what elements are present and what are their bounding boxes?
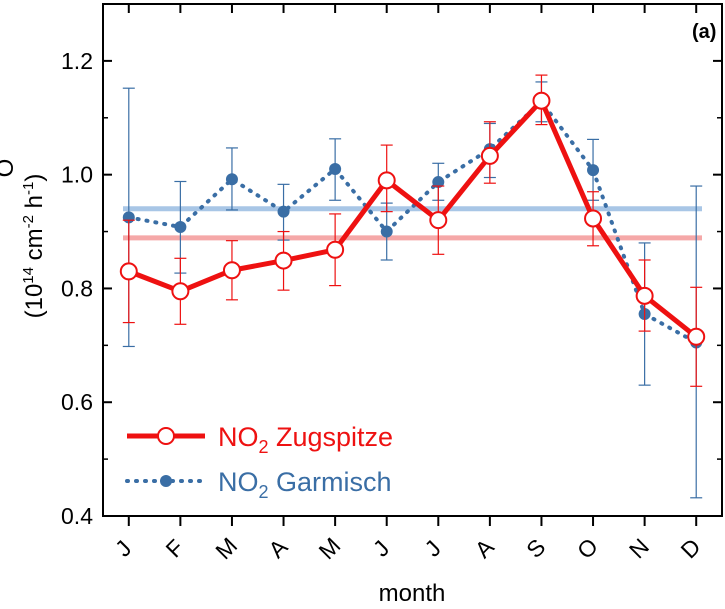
plot-frame <box>102 3 723 517</box>
x-tick-label: F <box>161 534 189 562</box>
x-tick-label: M <box>210 532 242 564</box>
x-tick-label: J <box>368 535 395 562</box>
legend-marker <box>157 427 175 445</box>
data-point <box>532 91 551 110</box>
x-tick-label: M <box>313 532 345 564</box>
legend: NO2 Zugspitze NO2 Garmisch <box>125 422 393 502</box>
y-tick-label: 1.0 <box>61 162 93 188</box>
data-point <box>432 176 445 189</box>
data-point <box>222 261 241 280</box>
series-line <box>127 98 698 339</box>
data-point <box>174 221 187 234</box>
x-axis-title: month <box>379 580 446 607</box>
data-point <box>480 146 499 165</box>
data-point <box>380 225 393 238</box>
x-tick-label: J <box>110 535 137 562</box>
data-point <box>584 209 603 228</box>
x-tick-label: A <box>263 533 293 563</box>
x-tick-label: O <box>572 533 603 564</box>
data-point <box>274 251 293 270</box>
y-tick-label: 0.8 <box>61 275 93 301</box>
y-tick-label: 0.4 <box>61 503 93 529</box>
legend-label: NO2 Zugspitze <box>218 422 393 457</box>
data-point <box>326 240 345 259</box>
legend-label: NO2 Garmisch <box>218 467 392 502</box>
panel-label: (a) <box>692 21 716 43</box>
data-point <box>429 211 448 230</box>
data-point <box>119 262 138 281</box>
x-tick-label: D <box>675 533 705 563</box>
data-point <box>635 286 654 305</box>
data-point <box>587 164 600 177</box>
data-point <box>329 162 342 175</box>
y-tick-label: 0.6 <box>61 389 93 415</box>
y-axis-title-partial: O <box>0 159 19 178</box>
plot-area: 0.40.60.81.01.2J F M A M J J A S O N D <box>61 3 723 564</box>
legend-marker <box>160 475 172 487</box>
x-tick-label: N <box>624 533 654 563</box>
series-line <box>126 98 699 345</box>
data-point <box>377 171 396 190</box>
x-tick-label: S <box>521 534 550 563</box>
data-point <box>171 282 190 301</box>
x-tick-label: A <box>470 533 500 563</box>
data-point <box>225 173 238 186</box>
y-axis-title: (1014 cm-2 h-1) <box>20 174 48 319</box>
data-point <box>277 205 290 218</box>
y-tick-label: 1.2 <box>61 48 93 74</box>
data-point <box>687 327 706 346</box>
x-tick-label: J <box>419 535 446 562</box>
